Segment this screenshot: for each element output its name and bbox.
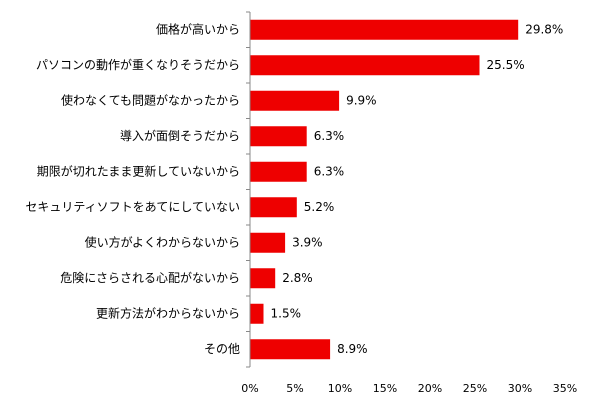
category-label: その他 — [204, 342, 240, 356]
axes-group — [246, 11, 251, 368]
bar — [250, 339, 331, 360]
value-label: 8.9% — [337, 342, 368, 356]
value-label: 9.9% — [346, 93, 377, 107]
category-label: セキュリティソフトをあてにしていない — [25, 200, 240, 214]
x-tick-labels-group: 0% 5% 10% 15% 20% 25% 30% 35% — [241, 382, 577, 395]
value-label: 1.5% — [271, 306, 302, 320]
value-labels-group: 29.8% 25.5% 9.9% 6.3% 6.3% 5.2% 3.9% 2.8% 1.5% 8.… — [271, 22, 564, 356]
category-label: 価格が高いから — [156, 21, 240, 36]
value-label: 6.3% — [314, 164, 345, 178]
category-label: 危険にさらされる心配がないから — [60, 270, 240, 285]
category-label: 期限が切れたまま更新していないから — [37, 163, 240, 178]
x-tick-label: 10% — [328, 382, 352, 395]
x-tick-label: 35% — [553, 382, 577, 395]
category-label: 使い方がよくわからないから — [85, 234, 240, 249]
category-label: パソコンの動作が重くなりそうだから — [36, 57, 240, 72]
bar — [250, 55, 480, 76]
category-label: 更新方法がわからないから — [96, 305, 240, 320]
category-label: 導入が面倒そうだから — [120, 128, 240, 143]
bar — [250, 161, 307, 182]
x-tick-label: 20% — [418, 382, 442, 395]
category-labels-group: 価格が高いからパソコンの動作が重くなりそうだから使わなくても問題がなかったから導… — [25, 21, 240, 356]
value-label: 6.3% — [314, 129, 345, 143]
value-label: 3.9% — [292, 235, 323, 249]
x-tick-label: 30% — [508, 382, 532, 395]
x-tick-label: 15% — [373, 382, 397, 395]
value-label: 2.8% — [282, 271, 313, 285]
category-label: 使わなくても問題がなかったから — [61, 92, 240, 107]
bar — [250, 197, 297, 218]
bar — [250, 232, 286, 253]
bar — [250, 90, 340, 111]
value-label: 5.2% — [304, 200, 335, 214]
bar — [250, 303, 264, 324]
bar — [250, 126, 307, 147]
x-tick-label: 25% — [463, 382, 487, 395]
bars-group — [250, 19, 519, 360]
value-label: 25.5% — [487, 58, 525, 72]
bar — [250, 19, 519, 40]
x-tick-label: 0% — [241, 382, 258, 395]
value-label: 29.8% — [525, 22, 563, 36]
bar — [250, 268, 276, 289]
x-tick-label: 5% — [286, 382, 303, 395]
